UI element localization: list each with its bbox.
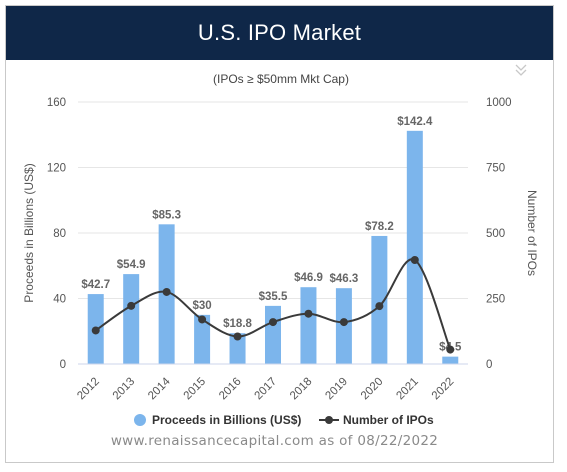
double-chevron-down-icon[interactable] — [513, 62, 529, 78]
chart-frame: U.S. IPO Market — [5, 5, 554, 463]
title-banner: U.S. IPO Market — [6, 6, 553, 60]
chart-title: U.S. IPO Market — [197, 20, 362, 45]
source-note: www.renaissancecapital.com as of 08/22/2… — [110, 433, 439, 449]
